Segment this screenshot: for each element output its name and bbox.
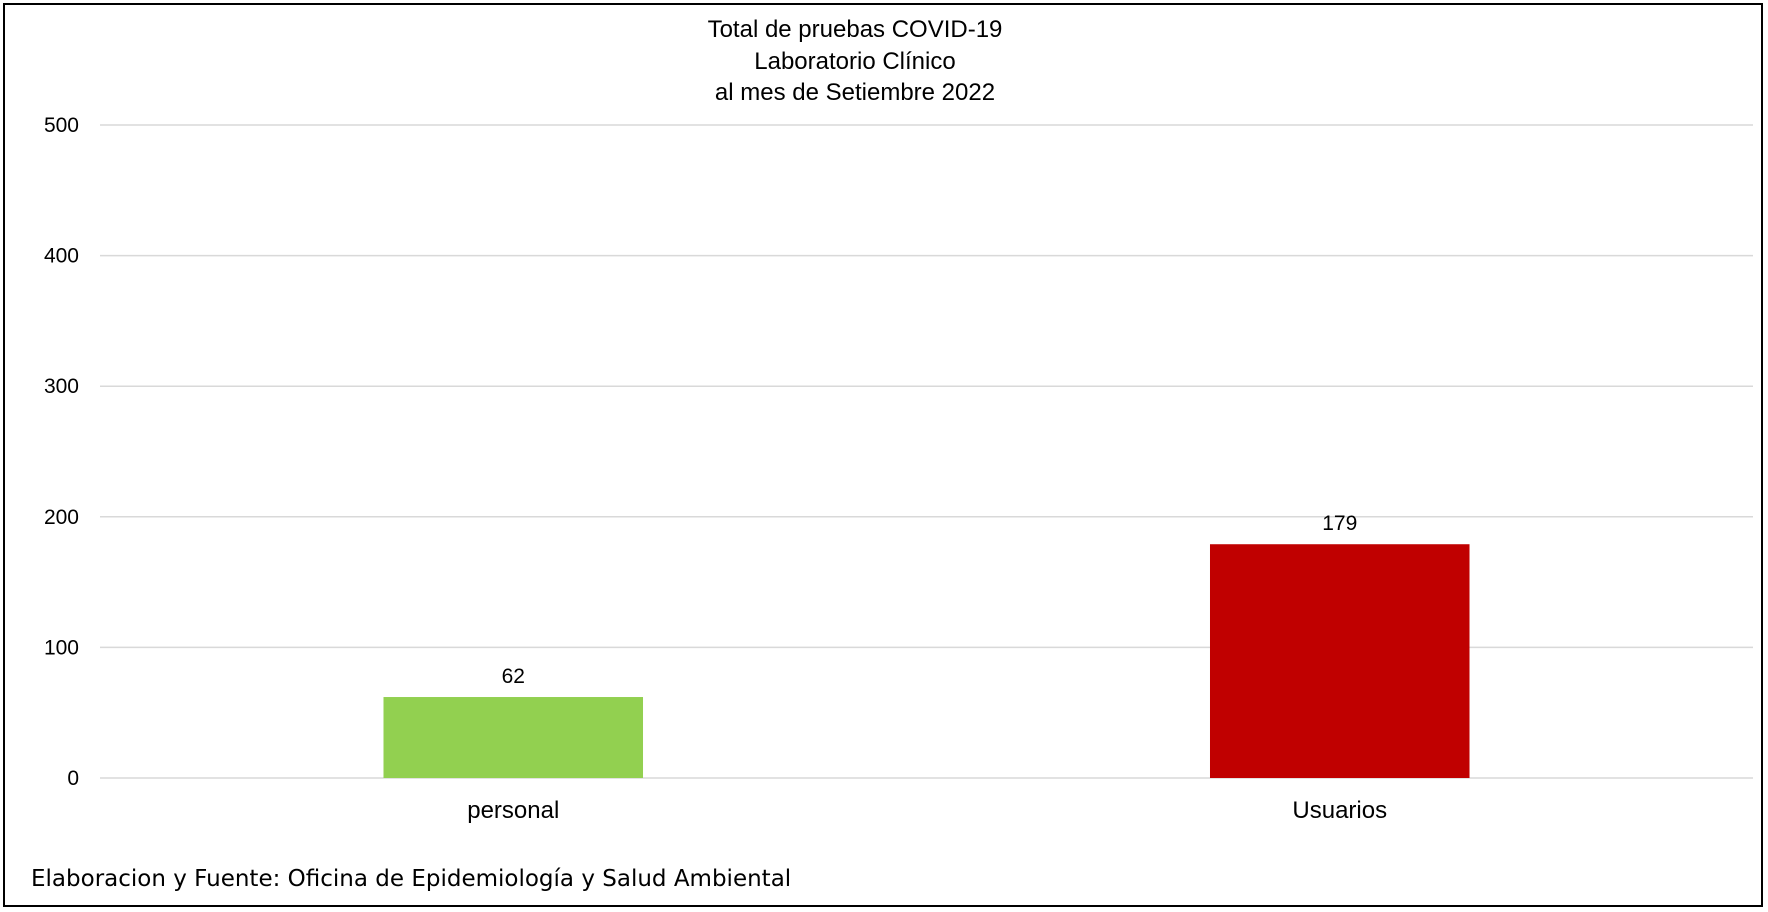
chart-frame	[3, 3, 1763, 907]
data-labels: 62 179	[502, 512, 1358, 688]
data-label: 62	[502, 665, 525, 688]
y-tick-label: 200	[44, 506, 79, 529]
x-axis-categories: personal Usuarios	[467, 797, 1387, 824]
data-label: 179	[1322, 512, 1357, 535]
bars	[383, 544, 1470, 778]
y-tick-label: 100	[44, 636, 79, 659]
y-tick-label: 400	[44, 245, 79, 268]
x-category-label: personal	[467, 797, 559, 824]
chart-title: Total de pruebas COVID-19 Laboratorio Cl…	[708, 16, 1003, 106]
chart-title-line-1: Total de pruebas COVID-19	[708, 16, 1003, 43]
bar-personal	[383, 697, 644, 778]
y-tick-label: 500	[44, 114, 79, 137]
y-axis-ticks: 0 100 200 300 400 500	[44, 114, 79, 790]
x-category-label: Usuarios	[1292, 797, 1387, 824]
source-note: Elaboracion y Fuente: Oficina de Epidemi…	[31, 866, 792, 892]
chart-title-line-2: Laboratorio Clínico	[754, 48, 955, 75]
chart-title-line-3: al mes de Setiembre 2022	[715, 79, 995, 106]
y-tick-label: 300	[44, 375, 79, 398]
y-tick-label: 0	[67, 767, 79, 790]
bar-usuarios	[1209, 544, 1470, 778]
gridlines	[100, 124, 1753, 779]
